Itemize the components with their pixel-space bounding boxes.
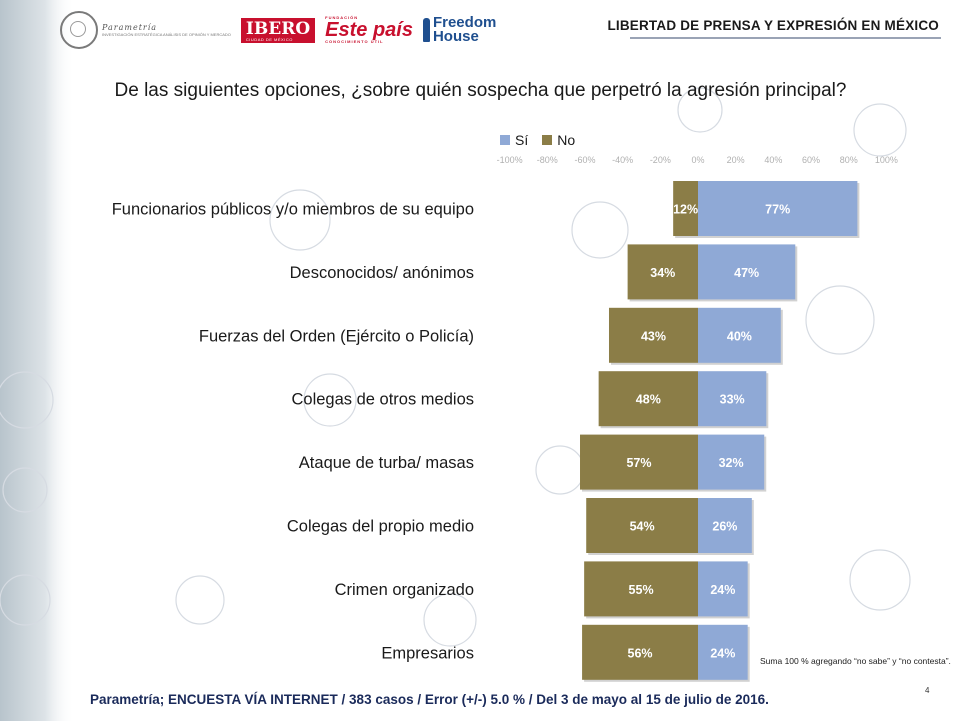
legend-label-si: Sí: [515, 132, 529, 148]
freedom-house-logo-line1: Freedom: [432, 13, 497, 31]
x-tick-label: 20%: [727, 155, 745, 165]
freedom-house-logo-line2: House: [432, 28, 479, 45]
bar-no: [608, 307, 698, 363]
bar-no: [598, 371, 698, 427]
data-label-no: 55%: [629, 583, 654, 597]
legend-label-no: No: [557, 132, 576, 148]
category-label: Colegas de otros medios: [291, 391, 474, 409]
x-tick-label: 40%: [764, 155, 782, 165]
logo-bar: Parametría INVESTIGACIÓN ESTRATÉGICA ANÁ…: [60, 8, 496, 52]
category-label: Ataque de turba/ masas: [299, 454, 474, 472]
bar-si: [698, 498, 752, 553]
category-label: Fuerzas del Orden (Ejército o Policía): [199, 327, 474, 345]
bar-si: [698, 371, 767, 427]
category-label: Desconocidos/ anónimos: [290, 264, 474, 282]
bar-si: [698, 434, 765, 490]
x-tick-label: 0%: [691, 155, 704, 165]
legend-swatch-si: [500, 135, 510, 145]
page-number: 4: [925, 686, 930, 695]
x-tick-label: -100%: [497, 155, 523, 165]
legend-swatch-no: [542, 135, 553, 145]
ibero-logo: IBERO CIUDAD DE MÉXICO: [240, 17, 316, 43]
x-tick-label: 80%: [840, 155, 858, 165]
data-label-si: 77%: [765, 203, 790, 217]
data-label-no: 43%: [641, 329, 666, 343]
source-footer: Parametría; ENCUESTA VÍA INTERNET / 383 …: [90, 692, 769, 707]
bar-no: [673, 181, 698, 236]
legend-item-no: No: [542, 132, 575, 148]
category-label: Empresarios: [381, 644, 474, 662]
data-label-si: 26%: [712, 520, 737, 534]
header-title: LIBERTAD DE PRENSA Y EXPRESIÓN EN MÉXICO: [607, 18, 939, 33]
data-label-no: 12%: [673, 203, 698, 217]
question-title: De las siguientes opciones, ¿sobre quién…: [114, 80, 847, 101]
data-label-no: 34%: [650, 266, 675, 280]
bar-no: [582, 624, 698, 680]
data-label-si: 40%: [727, 329, 752, 343]
estepais-logo: FUNDACIÓN Este país CONOCIMIENTO ÚTIL: [325, 16, 413, 44]
x-tick-label: 100%: [875, 155, 898, 165]
chart-legend: Sí No: [500, 132, 575, 148]
data-label-si: 32%: [719, 456, 744, 470]
x-tick-label: -60%: [574, 155, 595, 165]
bar-no: [584, 561, 698, 617]
ibero-logo-text: IBERO: [245, 18, 311, 39]
bar-si: [698, 244, 796, 300]
bar-no: [580, 434, 698, 490]
legend-item-si: Sí: [500, 132, 528, 148]
data-label-si: 47%: [734, 266, 759, 280]
parametria-logo-text: Parametría: [102, 23, 158, 32]
estepais-logo-subtext: CONOCIMIENTO ÚTIL: [325, 39, 384, 44]
bar-si: [698, 307, 781, 363]
category-label: Colegas del propio medio: [287, 518, 474, 536]
data-label-si: 24%: [710, 583, 735, 597]
bar-si: [698, 181, 858, 236]
bar-no: [586, 498, 698, 553]
parametria-seal-icon: [60, 11, 98, 49]
data-label-no: 48%: [636, 393, 661, 407]
data-label-no: 57%: [626, 456, 651, 470]
bar-si: [698, 561, 748, 617]
parametria-logo: Parametría INVESTIGACIÓN ESTRATÉGICA ANÁ…: [60, 11, 231, 49]
ibero-logo-subtext: CIUDAD DE MÉXICO: [245, 36, 293, 42]
torch-icon: [422, 18, 430, 42]
data-label-no: 54%: [630, 520, 655, 534]
freedom-house-logo: Freedom House: [422, 13, 497, 45]
category-label: Crimen organizado: [335, 581, 474, 599]
header-divider: [630, 37, 941, 39]
bar-no: [627, 244, 698, 300]
x-tick-label: -40%: [612, 155, 633, 165]
bar-si: [698, 624, 748, 680]
estepais-logo-text: Este país: [325, 19, 413, 41]
data-label-si: 24%: [710, 646, 735, 660]
x-tick-label: 60%: [802, 155, 820, 165]
chart-note: Suma 100 % agregando “no sabe” y “no con…: [760, 656, 951, 666]
x-tick-label: -20%: [650, 155, 671, 165]
category-label: Funcionarios públicos y/o miembros de su…: [112, 201, 474, 219]
parametria-logo-subtext: INVESTIGACIÓN ESTRATÉGICA ANÁLISIS DE OP…: [102, 32, 231, 37]
data-label-si: 33%: [720, 393, 745, 407]
estepais-logo-pretext: FUNDACIÓN: [325, 15, 359, 20]
x-tick-label: -80%: [537, 155, 558, 165]
data-label-no: 56%: [628, 646, 653, 660]
